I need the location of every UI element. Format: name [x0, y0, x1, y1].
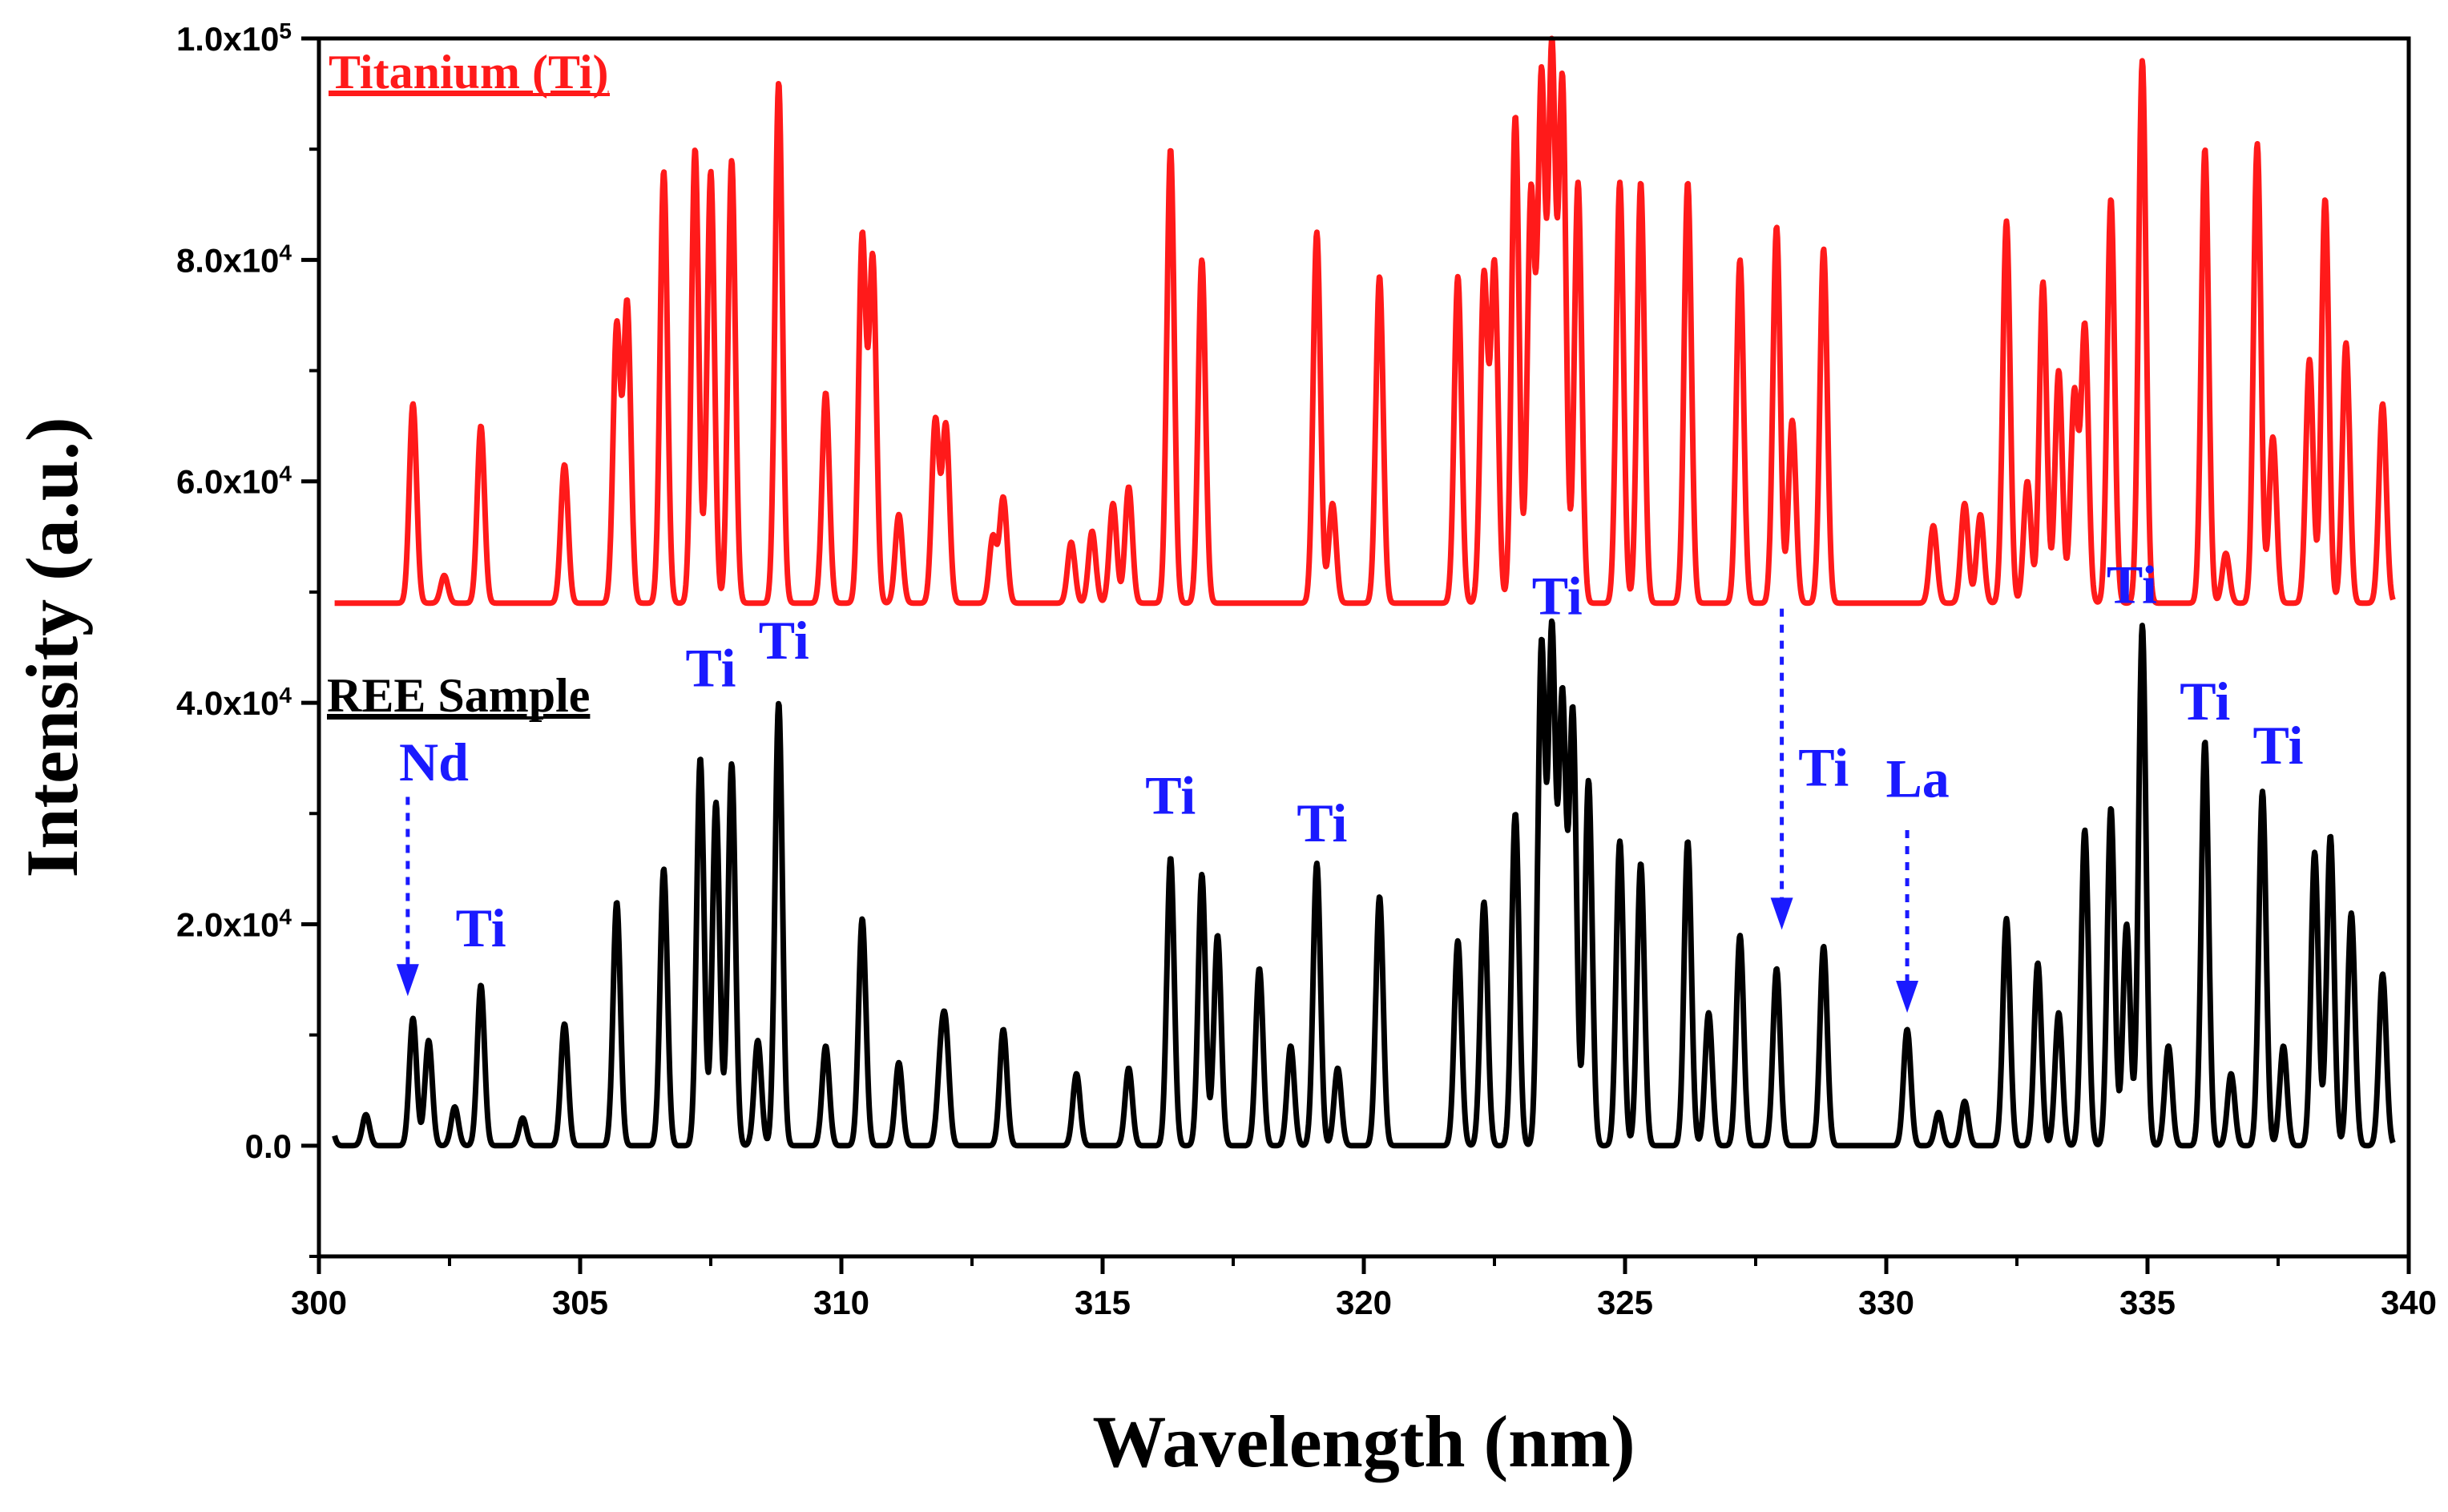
x-tick-label: 330	[1858, 1284, 1914, 1321]
x-tick-label: 340	[2381, 1284, 2437, 1321]
legend-layer: Titanium (Ti) REE Sample	[327, 46, 610, 722]
legend-label: Titanium (Ti)	[329, 46, 609, 99]
y-axis-title: Intensity (a.u.)	[11, 417, 93, 877]
annotation-layer: Ti Ti Ti Ti Ti Ti Ti Ti Ti Ti Nd La	[396, 554, 2304, 1013]
peak-label: Ti	[1532, 566, 1583, 627]
peak-label: Ti	[1297, 792, 1347, 853]
series-line	[332, 35, 2396, 607]
peak-label: Ti	[2252, 715, 2303, 776]
axis-layer: 300 305 310 315 320 325 330 335 340 0.0 2.0x104 4.0…	[176, 18, 2437, 1322]
peak-label: Ti	[685, 637, 736, 698]
arrow-head	[1896, 981, 1919, 1013]
x-tick-label: 315	[1075, 1284, 1131, 1321]
x-tick-label: 320	[1336, 1284, 1392, 1321]
x-axis-title: Wavelength (nm)	[1092, 1401, 1635, 1482]
x-tick-label: 300	[291, 1284, 347, 1321]
peak-label: Ti	[1798, 737, 1849, 798]
peak-label: Nd	[399, 732, 469, 792]
x-tick-label: 305	[552, 1284, 608, 1321]
x-tick-label: 335	[2119, 1284, 2176, 1321]
y-tick-label: 1.0x105	[176, 18, 292, 58]
plot-frame	[317, 36, 2411, 1259]
peak-label: Ti	[2107, 554, 2157, 615]
series-layer	[332, 35, 2396, 1149]
peak-label: Ti	[1145, 764, 1196, 825]
peak-label: La	[1885, 748, 1949, 809]
y-tick-label: 4.0x104	[176, 683, 292, 723]
x-tick-label: 310	[813, 1284, 869, 1321]
y-tick-label: 2.0x104	[176, 904, 292, 944]
series-line	[332, 618, 2396, 1149]
peak-label: Ti	[456, 897, 506, 958]
peak-label: Ti	[759, 610, 809, 671]
y-tick-label: 8.0x104	[176, 240, 292, 280]
x-tick-label: 325	[1597, 1284, 1653, 1321]
arrow-head	[1770, 897, 1793, 930]
y-tick-label: 0.0	[245, 1127, 292, 1165]
y-tick-label: 6.0x104	[176, 461, 292, 501]
peak-label: Ti	[2180, 671, 2230, 732]
legend-label: REE Sample	[327, 669, 590, 722]
arrow-head	[396, 964, 419, 997]
